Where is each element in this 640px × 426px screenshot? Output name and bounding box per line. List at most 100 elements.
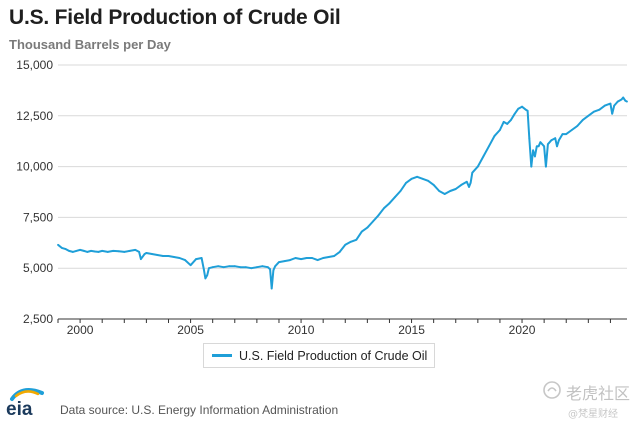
data-point [60, 246, 63, 249]
data-point [469, 181, 472, 184]
legend-swatch [212, 354, 232, 357]
data-point [139, 258, 142, 260]
data-point [517, 107, 520, 110]
data-point [526, 109, 529, 112]
data-point [244, 266, 247, 269]
x-tick-label: 2000 [67, 323, 94, 337]
data-point [206, 274, 209, 277]
data-point [622, 96, 625, 99]
data-point [405, 181, 407, 184]
data-point [620, 98, 623, 101]
data-point [145, 252, 148, 254]
data-point [460, 183, 463, 186]
data-point [530, 165, 533, 168]
data-point [604, 104, 606, 107]
data-point [416, 175, 418, 178]
series-line-0 [57, 96, 628, 290]
data-point [57, 243, 59, 246]
data-point [64, 247, 67, 250]
data-point [438, 190, 441, 192]
data-point [576, 125, 579, 127]
data-point [449, 190, 452, 192]
x-axis: 2000 2005 2010 2015 2020 [57, 319, 611, 337]
data-point [202, 268, 205, 271]
data-point [151, 253, 153, 255]
series-layer [57, 96, 628, 290]
data-point [468, 186, 470, 188]
data-point [128, 250, 131, 252]
data-point [581, 118, 584, 121]
data-point [371, 220, 374, 223]
y-tick-label: 10,000 [16, 160, 53, 174]
data-point [239, 266, 242, 269]
y-axis-labels: 2,500 5,000 7,500 10,000 12,500 15,000 [16, 58, 53, 326]
data-point [366, 226, 369, 229]
data-point [543, 145, 546, 148]
data-point [267, 266, 269, 269]
watermark: 老虎社区 @梵星财经 [540, 378, 635, 422]
gridlines [58, 64, 627, 320]
data-point [82, 250, 85, 252]
data-point [626, 100, 628, 103]
y-tick-label: 5,000 [23, 261, 53, 275]
data-point [68, 250, 70, 252]
data-point [443, 193, 446, 195]
data-point [502, 120, 505, 123]
data-point [156, 254, 159, 256]
data-point [134, 249, 137, 251]
data-point [200, 257, 203, 259]
data-point [616, 100, 619, 103]
y-tick-label: 12,500 [16, 109, 53, 123]
data-point [228, 265, 231, 268]
data-point [311, 257, 314, 259]
data-point [427, 179, 430, 182]
eia-logo-icon [10, 388, 44, 401]
data-point [535, 145, 538, 148]
data-point [283, 260, 286, 262]
data-point [506, 123, 509, 125]
data-point [269, 268, 272, 271]
data-point [360, 230, 363, 233]
data-point [394, 196, 396, 198]
data-point [561, 133, 564, 135]
data-point [204, 277, 207, 280]
x-tick-label: 2020 [509, 323, 536, 337]
data-point [349, 240, 352, 243]
data-source: Data source: U.S. Energy Information Adm… [60, 403, 339, 417]
data-point [117, 250, 120, 253]
data-point [545, 165, 547, 168]
data-point [250, 267, 253, 270]
legend-label: U.S. Field Production of Crude Oil [239, 348, 428, 363]
x-tick-label: 2005 [177, 323, 204, 337]
y-tick-label: 2,500 [23, 312, 53, 326]
data-point [598, 108, 601, 111]
data-point [138, 251, 140, 253]
data-point [184, 259, 186, 261]
data-point [570, 129, 573, 131]
data-point [316, 259, 319, 261]
y-tick-label: 7,500 [23, 210, 53, 224]
x-tick-label: 2015 [398, 323, 425, 337]
eia-logo-text: eia [6, 399, 33, 420]
data-point [482, 155, 485, 158]
data-point [195, 258, 198, 260]
data-point [611, 112, 614, 115]
data-point [513, 112, 516, 115]
data-point [524, 108, 527, 111]
data-point [143, 253, 146, 255]
data-point [510, 118, 512, 121]
data-point [162, 255, 164, 257]
watermark-sub: @梵星财经 [568, 409, 618, 420]
chart-subtitle: Thousand Barrels per Day [9, 37, 171, 52]
data-point [532, 149, 534, 152]
data-point [90, 250, 93, 252]
data-point [211, 266, 214, 269]
data-point [609, 102, 612, 105]
data-point [556, 145, 558, 148]
data-point [410, 177, 413, 180]
data-point [289, 259, 291, 261]
data-point [613, 104, 616, 107]
data-point [272, 269, 275, 272]
data-point [97, 251, 100, 253]
data-point [278, 261, 280, 264]
